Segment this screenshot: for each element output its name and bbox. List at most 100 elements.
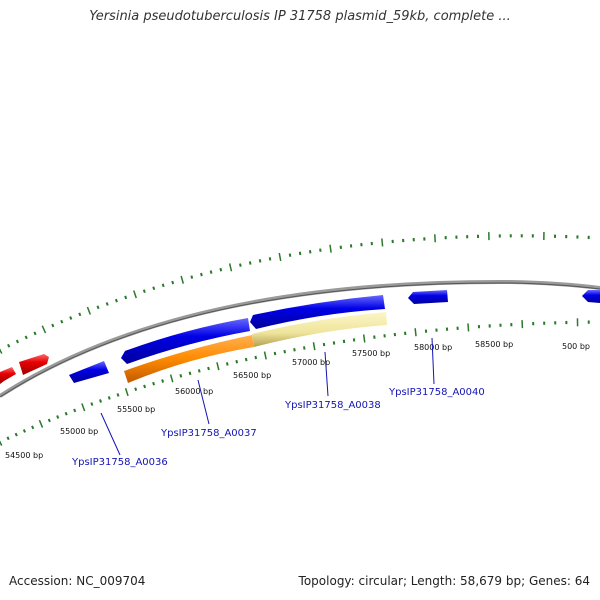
map-title: Yersinia pseudotuberculosis IP 31758 pla… bbox=[89, 9, 511, 24]
topology-label: Topology: circular; Length: 58,679 bp; G… bbox=[298, 574, 590, 588]
tick-minor bbox=[225, 362, 229, 366]
tick-minor bbox=[268, 257, 272, 261]
gene-arrow-blue[interactable] bbox=[250, 295, 385, 329]
tick-minor bbox=[64, 411, 68, 416]
tick-major bbox=[38, 419, 44, 428]
tick-minor bbox=[207, 366, 210, 371]
tick-major bbox=[414, 328, 417, 337]
tick-major bbox=[0, 440, 3, 446]
tick-minor bbox=[73, 408, 77, 413]
tick-minor bbox=[244, 357, 248, 362]
tick-minor bbox=[56, 415, 60, 419]
tick-minor bbox=[171, 280, 175, 285]
tick-minor bbox=[209, 270, 213, 274]
inner-tick-ring bbox=[0, 318, 590, 446]
leader-line bbox=[197, 379, 210, 425]
tick-minor bbox=[31, 425, 35, 430]
tick-major bbox=[81, 403, 86, 412]
tick-minor bbox=[197, 369, 201, 373]
gene-label[interactable]: YpsIP31758_A0040 bbox=[388, 387, 485, 398]
tick-minor bbox=[114, 298, 118, 303]
tick-minor bbox=[78, 312, 82, 317]
tick-minor bbox=[308, 250, 312, 254]
tick-major bbox=[86, 306, 92, 315]
tick-minor bbox=[134, 387, 138, 392]
tick-minor bbox=[200, 272, 203, 277]
tick-major bbox=[0, 348, 3, 354]
tick-major bbox=[124, 388, 129, 397]
tick-minor bbox=[99, 399, 102, 403]
gene-arrow-blue[interactable] bbox=[582, 290, 600, 303]
tick-major bbox=[228, 263, 233, 272]
tick-minor bbox=[161, 283, 165, 288]
accession-label: Accession: NC_009704 bbox=[9, 574, 146, 588]
tick-minor bbox=[152, 381, 156, 386]
tick-label: 56500 bp bbox=[233, 371, 271, 380]
tick-minor bbox=[179, 374, 183, 378]
tick-major bbox=[381, 238, 384, 247]
tick-minor bbox=[96, 305, 100, 310]
tick-minor bbox=[116, 393, 120, 397]
tick-minor bbox=[273, 351, 277, 356]
tick-major bbox=[180, 275, 185, 284]
tick-major bbox=[362, 334, 366, 343]
gene-arrow-red[interactable] bbox=[19, 354, 49, 375]
tick-minor bbox=[47, 418, 51, 423]
tick-minor bbox=[293, 347, 296, 352]
tick-major bbox=[216, 362, 220, 371]
tick-minor bbox=[254, 355, 258, 360]
tick-minor bbox=[303, 346, 306, 350]
tick-minor bbox=[152, 286, 156, 291]
tick-minor bbox=[60, 319, 64, 324]
tick-label: 57000 bp bbox=[292, 358, 330, 367]
leader-line bbox=[324, 351, 329, 397]
outer-tick-ring bbox=[0, 232, 590, 354]
tick-minor bbox=[124, 295, 128, 300]
tick-minor bbox=[188, 371, 192, 376]
gene-arrow-blue[interactable] bbox=[121, 318, 250, 364]
tick-major bbox=[169, 374, 174, 383]
gene-label[interactable]: YpsIP31758_A0036 bbox=[71, 457, 168, 468]
tick-label: 55000 bp bbox=[60, 427, 98, 436]
tick-major bbox=[278, 252, 282, 262]
gene-arrow-red[interactable] bbox=[0, 367, 16, 384]
tick-minor bbox=[190, 275, 194, 279]
tick-major bbox=[41, 325, 47, 334]
tick-minor bbox=[6, 436, 10, 441]
plasmid-backbone bbox=[0, 279, 600, 398]
feature-pale[interactable] bbox=[252, 312, 387, 347]
tick-minor bbox=[69, 316, 73, 320]
plasmid-backbone-shade bbox=[0, 282, 600, 398]
gene-arrow-blue[interactable] bbox=[408, 290, 448, 304]
gene-label[interactable]: YpsIP31758_A0038 bbox=[284, 400, 381, 411]
tick-label: 54500 bp bbox=[5, 451, 43, 460]
tick-label: 58000 bp bbox=[414, 343, 452, 352]
tick-minor bbox=[105, 302, 109, 306]
gene-label[interactable]: YpsIP31758_A0037 bbox=[160, 428, 257, 439]
tick-label: 58500 bp bbox=[475, 340, 513, 349]
tick-label: 55500 bp bbox=[117, 405, 155, 414]
tick-minor bbox=[90, 402, 94, 406]
tick-label: 56000 bp bbox=[175, 387, 213, 396]
tick-minor bbox=[283, 349, 286, 354]
tick-minor bbox=[258, 259, 262, 263]
tick-major bbox=[263, 351, 267, 360]
tick-minor bbox=[7, 343, 11, 348]
tick-minor bbox=[322, 342, 326, 347]
tick-label: 500 bp bbox=[562, 342, 590, 351]
gene-arrow-blue[interactable] bbox=[69, 361, 109, 383]
tick-minor bbox=[248, 261, 252, 265]
tick-minor bbox=[288, 253, 292, 257]
tick-major bbox=[467, 323, 470, 332]
tick-minor bbox=[24, 335, 28, 340]
feature-orange[interactable] bbox=[124, 335, 254, 383]
tick-minor bbox=[22, 429, 26, 433]
tick-minor bbox=[142, 289, 146, 294]
tick-minor bbox=[219, 267, 223, 272]
tick-minor bbox=[235, 359, 239, 364]
tick-minor bbox=[143, 384, 147, 389]
tick-minor bbox=[33, 331, 37, 336]
tick-minor bbox=[161, 379, 165, 383]
tick-major bbox=[133, 290, 137, 299]
